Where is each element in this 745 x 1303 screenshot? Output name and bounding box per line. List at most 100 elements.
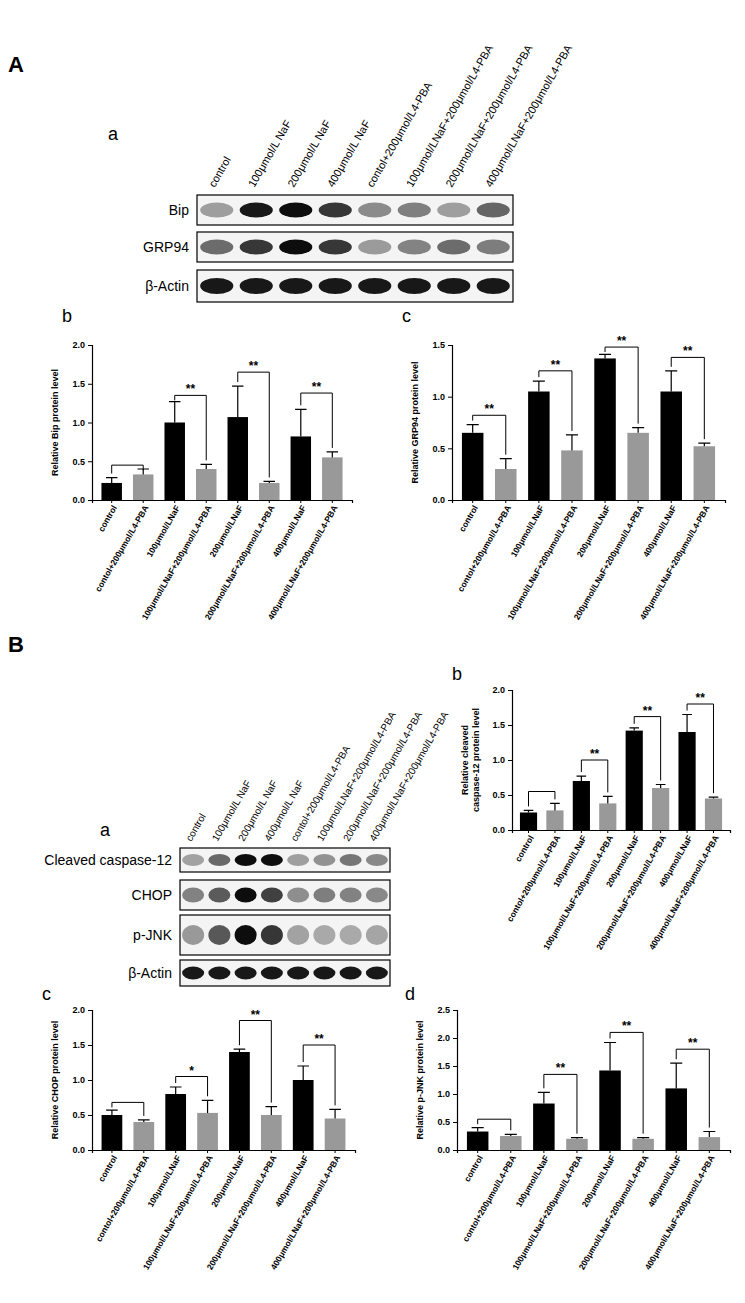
tick-mark: [709, 1150, 710, 1153]
error-bar: [295, 409, 306, 436]
bar: [495, 469, 517, 500]
band: [240, 278, 273, 294]
band: [398, 278, 431, 294]
tick-mark: [448, 397, 452, 398]
tick: 0.0: [72, 1145, 92, 1155]
tick: 1.0: [72, 418, 92, 428]
axis-line: [88, 346, 93, 501]
band: [313, 925, 335, 945]
band: [208, 925, 230, 945]
band: [366, 854, 388, 866]
tick-label: 100μmol/LNaF: [145, 1153, 183, 1208]
lane-label: 400μmol/LNaF+200μmol/L4-PBA: [367, 710, 450, 843]
significance-label: **: [643, 704, 653, 718]
bar: [660, 392, 682, 501]
bar: [322, 457, 342, 500]
tick: 400μmol/LNaF: [641, 500, 679, 559]
bar: [229, 1052, 250, 1150]
band: [313, 888, 335, 903]
tick-mark: [472, 500, 473, 503]
tick-mark: [508, 760, 512, 761]
bar: [164, 423, 184, 501]
tick-mark: [713, 830, 714, 833]
row-label: Cleaved caspase-12: [44, 852, 172, 868]
tick-mark: [88, 384, 92, 385]
band: [358, 278, 391, 294]
significance-label: **: [485, 402, 495, 416]
tick-label: 0.5: [432, 444, 445, 454]
tick-label: 1.5: [437, 1061, 450, 1071]
tick: 0.0: [437, 1145, 457, 1155]
tick: 200μmol/LNaF: [580, 1150, 618, 1209]
tick: control: [96, 1150, 119, 1183]
bar: [467, 1132, 489, 1150]
bar: [594, 358, 616, 500]
blot-frame: [197, 270, 513, 302]
tick-mark: [269, 500, 270, 503]
tick-label: 400μmol/LNaF+200μmol/L4-PBA: [266, 503, 340, 621]
tick: 400μmol/LNaF+200μmol/L4-PBA: [647, 830, 721, 952]
tick: 1.0: [72, 1075, 92, 1085]
chart: 0.00.51.01.5controlcontol+200μmol/L4-PBA…: [402, 306, 726, 622]
tick: 0.5: [72, 457, 92, 467]
error-bar: [201, 464, 212, 469]
figure-label: A: [8, 52, 24, 77]
axis-line: [453, 501, 726, 504]
band: [279, 278, 312, 294]
axis-line: [93, 501, 353, 504]
tick: 1.0: [437, 1089, 457, 1099]
error-bar: [703, 1132, 715, 1138]
tick-mark: [448, 448, 452, 449]
error-bar: [500, 459, 512, 469]
band: [240, 240, 273, 255]
chart: 0.00.51.01.52.0controlcontol+200μmol/L4-…: [452, 664, 731, 952]
tick-mark: [88, 1115, 92, 1116]
error-bar: [266, 1107, 278, 1115]
lane-label: 200μmol/L NaF: [285, 118, 333, 189]
tick-mark: [453, 1066, 457, 1067]
tick-label: 100μmol/LNaF+200μmol/L4-PBA: [505, 503, 579, 621]
tick-mark: [676, 1150, 677, 1153]
error-bar: [599, 354, 611, 358]
blot: acontrol100μmol/L NaF200μmol/L NaF400μmo…: [108, 42, 574, 302]
bar: [699, 1137, 721, 1150]
error-bar: [698, 443, 710, 446]
band: [200, 278, 233, 294]
band: [319, 240, 352, 255]
band: [340, 854, 362, 866]
tick-label: control: [96, 503, 119, 533]
tick: 100μmol/LNaF: [513, 1150, 551, 1209]
significance-label: **: [622, 1019, 632, 1033]
tick-label: 100μmol/LNaF+200μmol/L4-PBA: [140, 503, 214, 621]
tick-mark: [237, 500, 238, 503]
band: [235, 854, 257, 866]
axis-title: Relative GRP94 protein level: [410, 361, 420, 483]
band: [437, 240, 470, 255]
bar: [652, 788, 669, 830]
tick: 2.5: [437, 1005, 457, 1015]
tick-mark: [554, 830, 555, 833]
tick-label: 400μmol/LNaF+200μmol/L4-PBA: [268, 1153, 342, 1271]
bar: [678, 732, 695, 830]
tick: 200μmol/LNaF+200μmol/L4-PBA: [576, 1150, 650, 1272]
band: [477, 278, 510, 294]
band: [182, 888, 204, 903]
error-bar: [329, 1109, 341, 1118]
tick-label: 200μmol/LNaF: [575, 503, 613, 558]
lane-label: 400μmol/LNaF+200μmol/L4-PBA: [483, 42, 575, 189]
plot-area: [462, 354, 715, 500]
tick-mark: [605, 500, 606, 503]
axis-line: [93, 1151, 356, 1154]
bar: [694, 446, 716, 500]
band: [358, 203, 391, 218]
tick-mark: [300, 500, 301, 503]
tick-label: 0.0: [437, 1145, 450, 1155]
significance-label: **: [314, 1032, 324, 1046]
tick-label: 0.5: [72, 457, 85, 467]
bar: [102, 1115, 123, 1150]
tick: 2.0: [437, 1033, 457, 1043]
bar: [599, 1070, 621, 1150]
band: [235, 888, 257, 903]
y-axis: 0.00.51.01.5: [432, 340, 452, 505]
error-bar: [297, 1066, 309, 1080]
